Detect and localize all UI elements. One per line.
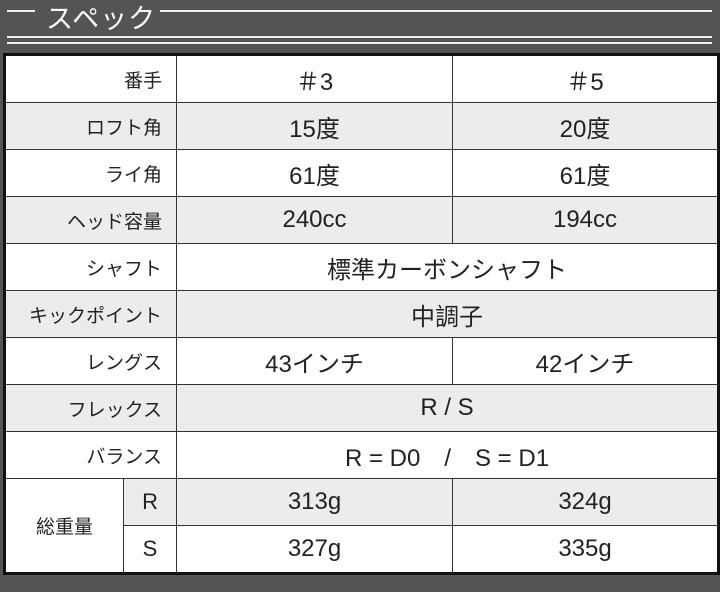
- header-double-rule-top: [7, 36, 712, 38]
- cell-club-5: 335g: [452, 525, 720, 574]
- cell-club-3: 61度: [176, 149, 454, 197]
- spec-table: 番手 ＃3 ＃5 ロフト角 15度 20度 ライ角 61度 61度 ヘッド容量 …: [3, 53, 720, 575]
- row-label: ロフト角: [3, 102, 178, 150]
- table-row-shaft: シャフト 標準カーボンシャフト: [3, 243, 720, 291]
- table-row-kickpoint: キックポイント 中調子: [3, 290, 720, 338]
- row-label-weight: 総重量: [4, 478, 124, 574]
- cell-club-5: 20度: [452, 102, 720, 150]
- header-label: 番手: [3, 54, 178, 103]
- cell-club-3: 15度: [176, 102, 454, 150]
- table-row-length: レングス 43インチ 42インチ: [3, 337, 720, 385]
- flex-label: R: [122, 478, 178, 526]
- table-row-loft: ロフト角 15度 20度: [3, 102, 720, 150]
- table-header-row: 番手 ＃3 ＃5: [3, 54, 720, 103]
- header-club-5: ＃5: [452, 54, 720, 103]
- header-double-rule-bottom: [7, 42, 712, 44]
- table-row-balance: バランス R = D0 / S = D1: [3, 431, 720, 479]
- cell-merged: R / S: [176, 384, 720, 432]
- cell-club-5: 324g: [452, 478, 720, 526]
- flex-label: S: [122, 525, 178, 574]
- cell-club-3: 313g: [176, 478, 454, 526]
- cell-club-3: 43インチ: [176, 337, 454, 385]
- row-label: ライ角: [3, 149, 178, 197]
- table-row-head-volume: ヘッド容量 240cc 194cc: [3, 196, 720, 244]
- header-rule-right: [160, 10, 712, 12]
- table-row-weight-s: S 327g 335g: [5, 525, 720, 574]
- cell-club-5: 42インチ: [452, 337, 720, 385]
- cell-club-5: 61度: [452, 149, 720, 197]
- section-title: スペック: [46, 4, 157, 34]
- table-row-weight-r: 総重量 R 313g 324g: [4, 478, 720, 574]
- row-label: レングス: [3, 337, 178, 385]
- cell-merged: 標準カーボンシャフト: [176, 243, 720, 291]
- row-label: フレックス: [3, 384, 178, 432]
- header-rule-left: [7, 10, 35, 12]
- row-label: キックポイント: [3, 290, 178, 338]
- cell-club-5: 194cc: [452, 196, 720, 244]
- row-label: バランス: [3, 431, 178, 479]
- cell-merged: 中調子: [176, 290, 720, 338]
- cell-club-3: 327g: [176, 525, 454, 574]
- row-label: シャフト: [3, 243, 178, 291]
- cell-merged: R = D0 / S = D1: [176, 431, 720, 479]
- table-row-lie: ライ角 61度 61度: [3, 149, 720, 197]
- table-row-flex: フレックス R / S: [3, 384, 720, 432]
- cell-club-3: 240cc: [176, 196, 454, 244]
- row-label: ヘッド容量: [3, 196, 178, 244]
- header-club-3: ＃3: [176, 54, 454, 103]
